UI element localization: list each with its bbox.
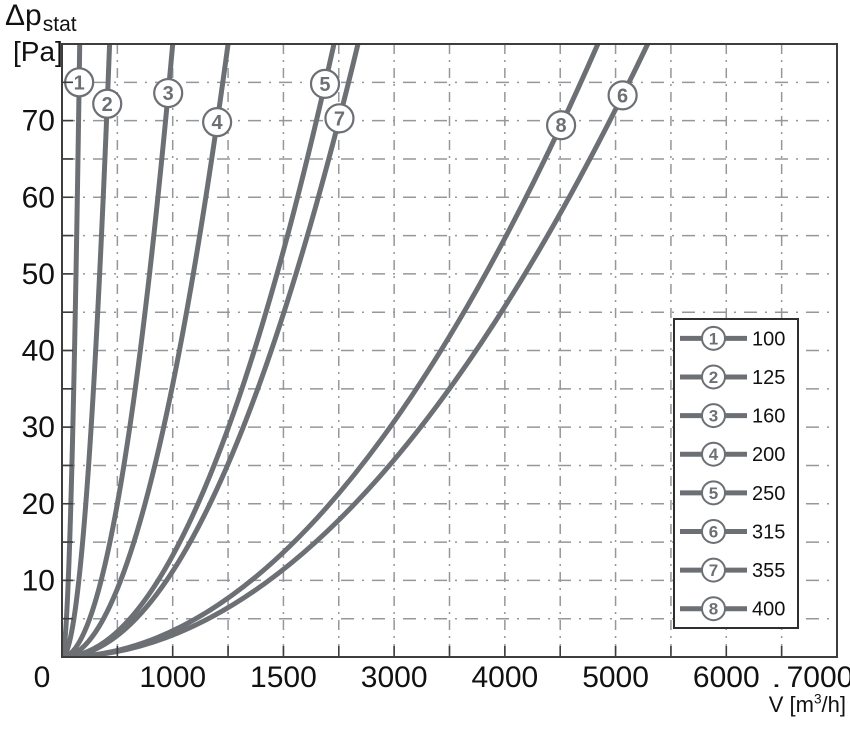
curve-4-d200 <box>62 44 231 657</box>
dot-above-v: ˙ <box>772 679 781 710</box>
x-axis-unit: [m3/h] <box>789 692 847 718</box>
legend-marker-num-5: 5 <box>709 484 718 503</box>
x-tick-label-1000: 1000 <box>139 661 206 694</box>
legend-value-125: 125 <box>752 367 785 389</box>
x-tick-label-0: 0 <box>34 661 51 694</box>
x-tick-label-4000: 4000 <box>471 661 538 694</box>
curve-badge-label-6: 6 <box>617 85 628 107</box>
curve-badge-4 <box>202 107 233 138</box>
legend-marker-8 <box>701 596 726 622</box>
legend-marker-3 <box>701 403 726 429</box>
curve-7-d355 <box>62 44 361 657</box>
legend-marker-num-8: 8 <box>709 600 718 619</box>
legend-marker-num-7: 7 <box>709 561 718 580</box>
legend-value-355: 355 <box>752 560 785 582</box>
curve-badge-8 <box>545 110 577 141</box>
legend-marker-num-2: 2 <box>709 368 718 387</box>
y-tick-label-70: 70 <box>22 105 55 138</box>
curve-badge-label-2: 2 <box>102 94 113 116</box>
y-axis-unit: [Pa] <box>13 36 63 67</box>
curve-badge-label-1: 1 <box>74 72 85 94</box>
curve-badge-label-8: 8 <box>556 115 567 137</box>
y-tick-label-60: 60 <box>22 181 55 214</box>
y-tick-label-10: 10 <box>22 564 55 597</box>
y-tick-label-50: 50 <box>22 258 55 291</box>
curve-badge-label-3: 3 <box>163 83 174 105</box>
legend-marker-1 <box>701 325 726 351</box>
curve-badge-3 <box>153 77 184 109</box>
x-tick-label-5000: 5000 <box>582 661 649 694</box>
legend-value-250: 250 <box>752 483 785 505</box>
curve-badge-5 <box>309 68 341 99</box>
legend-value-160: 160 <box>752 406 785 428</box>
x-tick-label-1500: 1500 <box>250 661 317 694</box>
legend-marker-6 <box>701 518 726 544</box>
x-axis-title: ˙ V [m3/h] <box>768 679 847 718</box>
legend-value-200: 200 <box>752 444 785 466</box>
legend-marker-num-6: 6 <box>709 522 718 541</box>
y-tick-label-20: 20 <box>22 488 55 521</box>
flow-symbol: ˙ V <box>768 679 784 718</box>
curve-badge-6 <box>607 80 638 111</box>
legend-value-315: 315 <box>752 521 785 543</box>
legend-marker-5 <box>701 480 726 506</box>
y-axis-subscript: stat <box>42 13 77 36</box>
legend-marker-7 <box>701 557 726 583</box>
curve-8-d400 <box>62 44 601 657</box>
x-tick-label-3000: 3000 <box>361 661 428 694</box>
curve-badge-label-7: 7 <box>334 108 345 130</box>
curve-badge-label-4: 4 <box>212 112 224 134</box>
legend-marker-num-3: 3 <box>709 407 718 426</box>
curve-3-d160 <box>62 44 176 657</box>
legend-marker-num-1: 1 <box>709 329 718 348</box>
legend-box <box>673 318 799 629</box>
legend-marker-4 <box>701 441 726 467</box>
y-axis-symbol: Δp <box>5 0 42 32</box>
legend-marker-2 <box>701 364 726 390</box>
legend-value-100: 100 <box>752 328 785 350</box>
y-tick-label-30: 30 <box>22 411 55 444</box>
x-tick-label-6000: 6000 <box>693 661 760 694</box>
legend-value-400: 400 <box>752 599 785 621</box>
y-tick-label-40: 40 <box>22 335 55 368</box>
legend-marker-num-4: 4 <box>709 445 719 464</box>
curve-badge-2 <box>92 88 123 119</box>
x-tick-label-7000: 7000 <box>787 661 850 694</box>
curve-badge-label-5: 5 <box>319 74 330 96</box>
curve-badge-7 <box>324 103 355 134</box>
y-axis-title: Δpstat [Pa] <box>5 0 77 67</box>
curve-2-d125 <box>62 44 113 657</box>
